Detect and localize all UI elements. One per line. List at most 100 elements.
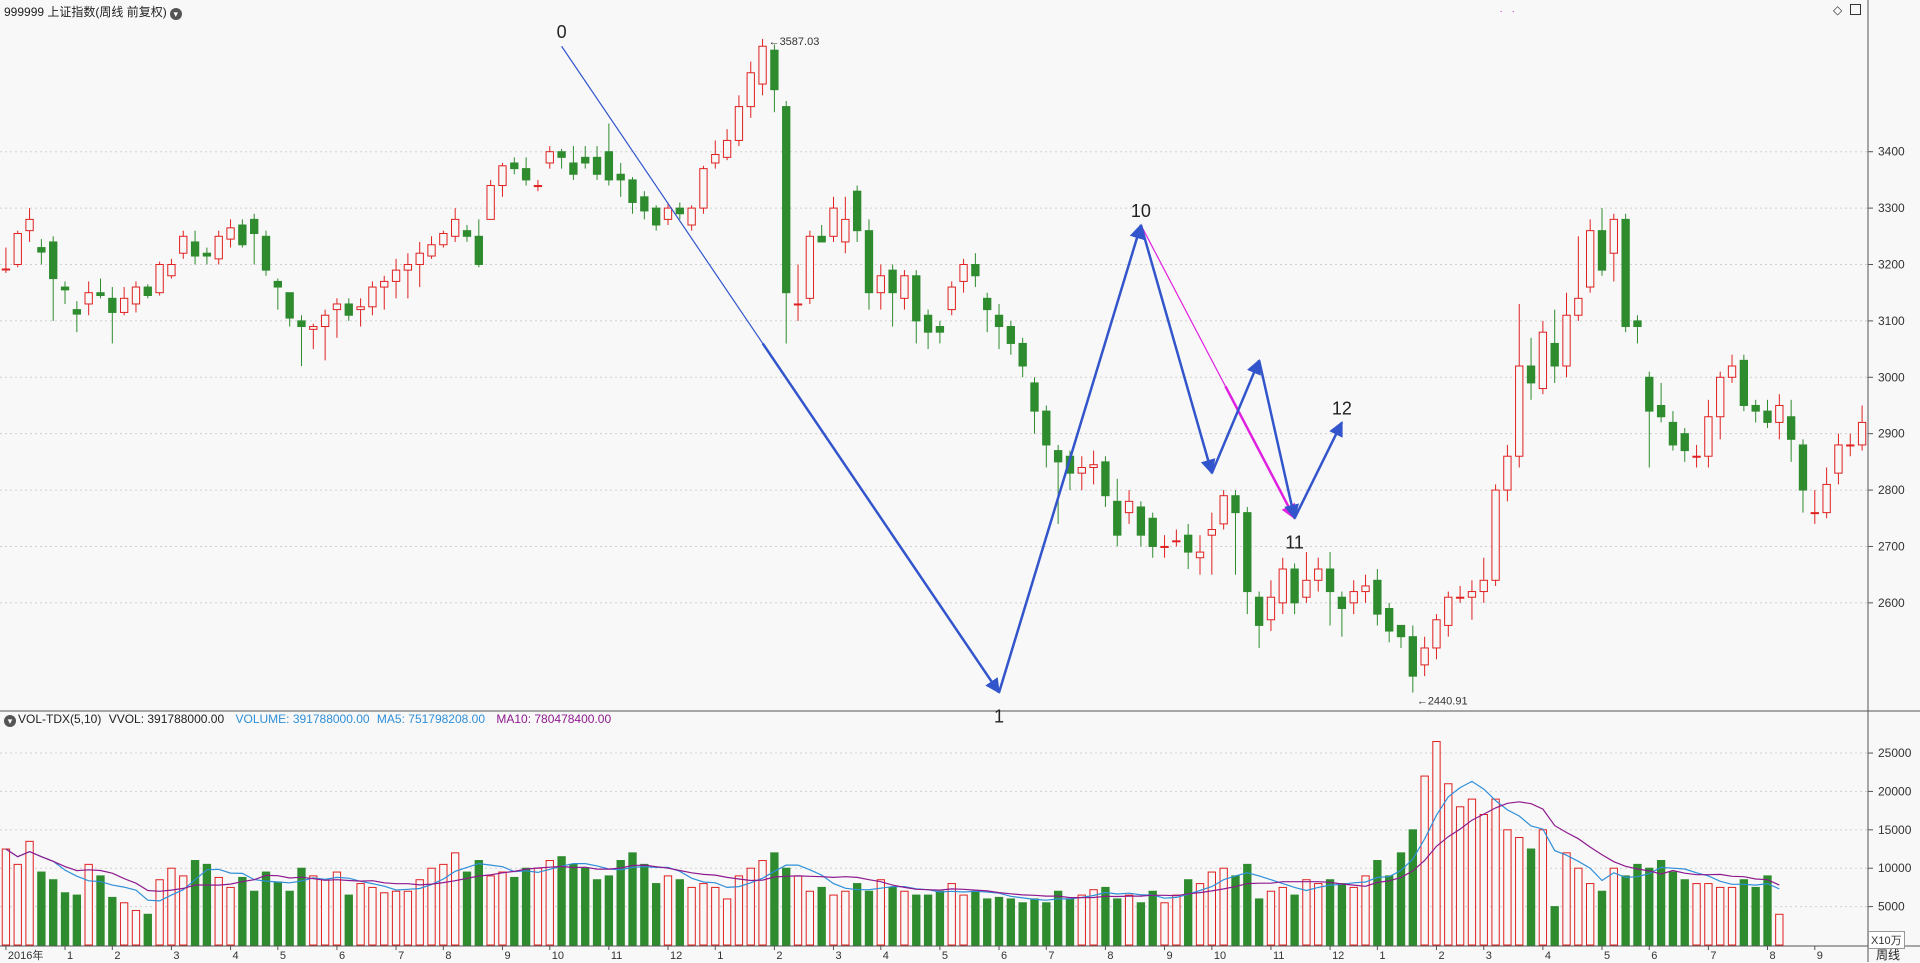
candle-body [1, 268, 11, 271]
candle-body [983, 297, 992, 311]
chevron-down-icon[interactable]: ▾ [4, 715, 16, 727]
candle-body [1633, 320, 1642, 328]
x-tick-label: 5 [280, 950, 286, 962]
volume-bar [1645, 867, 1654, 946]
volume-bar [238, 876, 247, 946]
candle-body [722, 139, 732, 158]
candle-body [226, 227, 235, 240]
volume-bar [983, 898, 992, 946]
candle-body [261, 235, 271, 271]
candle-body [37, 247, 46, 253]
volume-bar [474, 860, 483, 946]
window-icon[interactable] [1849, 4, 1861, 15]
high-price-annotation: ←3587.03 [769, 36, 820, 48]
candlestick-series [1, 38, 1867, 693]
volume-bar [1160, 902, 1169, 946]
volume-bar [876, 879, 885, 946]
candle-body [1160, 545, 1169, 548]
volume-bar [427, 867, 436, 946]
volume-bar [1089, 889, 1098, 946]
candle-body [1668, 421, 1678, 446]
candle-body [1219, 495, 1228, 525]
candle-body [273, 280, 283, 288]
x-tick-label: 7 [1048, 950, 1054, 962]
volume-bar [770, 852, 779, 946]
price-tick-label: 3200 [1878, 257, 1905, 271]
volume-bar [959, 894, 968, 946]
x-tick-label: 6 [1001, 950, 1007, 962]
volume-bar [155, 879, 164, 946]
candle-body [959, 263, 968, 282]
candle-body [876, 275, 885, 294]
candle-body [1396, 624, 1406, 638]
candle-body [60, 286, 70, 291]
candle-body [1727, 365, 1737, 378]
candle-body [888, 269, 897, 294]
candle-body [971, 263, 980, 277]
volume-bar [1385, 875, 1394, 946]
x-tick-label: 4 [233, 950, 239, 962]
volume-bar [1562, 852, 1571, 946]
candle-body [131, 286, 141, 305]
candle-body [1325, 568, 1335, 593]
x-tick-label: 3 [1486, 950, 1492, 962]
x-tick-label: 6 [339, 950, 345, 962]
candle-body [380, 280, 389, 288]
wave-point-label: 1 [994, 707, 1004, 727]
volume-bar [545, 860, 554, 946]
volume-bar [1042, 902, 1051, 946]
volume-bar [37, 871, 46, 946]
candle-body [699, 168, 708, 209]
x-tick-label: 8 [1107, 950, 1113, 962]
candle-body [1089, 464, 1098, 469]
candle-body [403, 263, 413, 271]
candle-body [1704, 416, 1713, 457]
volume-bar [971, 890, 980, 946]
volume-bar [1515, 837, 1524, 946]
chevron-down-icon[interactable]: ▾ [169, 8, 182, 20]
wave-arrow-11-12 [1293, 421, 1344, 519]
candle-body [1444, 596, 1453, 626]
volume-bar [1491, 798, 1500, 946]
candle-body [947, 286, 956, 311]
candle-body [569, 162, 578, 175]
wave-arrow-0-1 [761, 342, 1001, 694]
volume-bar [1113, 898, 1122, 946]
x-tick-label: 2 [114, 950, 120, 962]
candle-body [817, 235, 826, 243]
x-tick-label: 7 [398, 950, 404, 962]
volume-bar [1680, 879, 1689, 946]
volume-bar [651, 883, 661, 946]
candle-body [190, 241, 200, 257]
volume-unit-label: X10万 [1868, 931, 1905, 949]
candle-body [994, 314, 1004, 328]
volume-tick-label: 10000 [1878, 861, 1912, 875]
candle-body [415, 252, 424, 265]
volume-bar [1621, 875, 1630, 946]
candle-body [1834, 444, 1843, 474]
volume-bar [1361, 875, 1370, 946]
x-tick-label: 7 [1710, 950, 1716, 962]
candle-body [462, 230, 472, 237]
candle-body [1432, 619, 1441, 649]
x-tick-label: 11 [611, 950, 622, 962]
candle-body [616, 173, 625, 181]
volume-bar [1574, 867, 1583, 946]
candle-body [1751, 404, 1760, 412]
candle-body [1148, 517, 1157, 547]
period-button[interactable]: 周线 [1876, 948, 1901, 962]
diamond-icon[interactable]: ◇ [1833, 3, 1843, 17]
x-tick-label: 8 [445, 950, 451, 962]
volume-bar [782, 867, 791, 946]
volume-bar [1538, 829, 1548, 946]
candle-body [13, 232, 22, 265]
volume-bar [250, 890, 259, 946]
sub-wave-arrow [1210, 358, 1261, 474]
volume-bar [1503, 829, 1512, 946]
candle-body [1846, 444, 1855, 447]
candle-body [1562, 314, 1571, 367]
volume-bar [1337, 883, 1347, 946]
candle-body [687, 207, 696, 226]
